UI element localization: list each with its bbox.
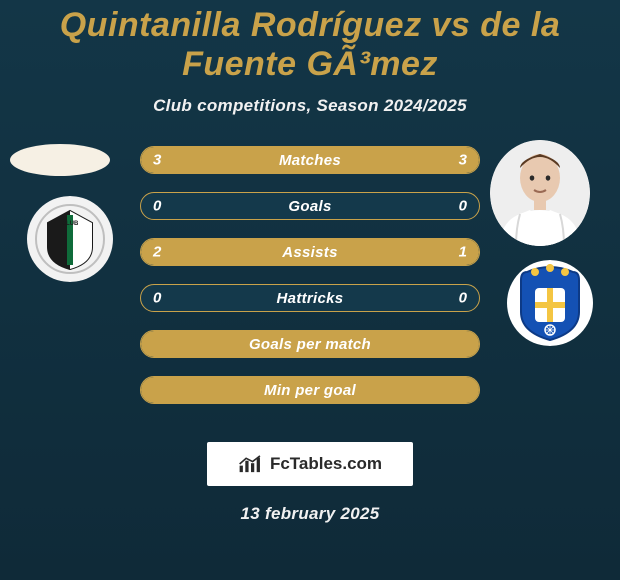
stat-row-goals: 0 Goals 0 <box>140 192 480 220</box>
stat-label: Assists <box>282 244 337 261</box>
stat-left-value: 2 <box>153 244 161 261</box>
stat-row-goals-per-match: Goals per match <box>140 330 480 358</box>
right-player-avatar <box>490 140 590 246</box>
brand-text: FcTables.com <box>270 454 382 474</box>
stat-right-value: 0 <box>459 290 467 307</box>
stat-label: Goals per match <box>249 336 371 353</box>
svg-text:CLUB: CLUB <box>62 221 79 227</box>
left-player-avatar <box>10 144 110 176</box>
stat-row-matches: 3 Matches 3 <box>140 146 480 174</box>
stat-left-value: 3 <box>153 152 161 169</box>
stat-label: Min per goal <box>264 382 356 399</box>
stat-row-assists: 2 Assists 1 <box>140 238 480 266</box>
left-club-crest: CLUB <box>20 196 120 282</box>
stat-label: Goals <box>288 198 331 215</box>
right-club-crest <box>500 260 600 346</box>
stat-right-value: 1 <box>459 244 467 261</box>
stat-row-min-per-goal: Min per goal <box>140 376 480 404</box>
stat-right-value: 0 <box>459 198 467 215</box>
stat-label: Matches <box>279 152 341 169</box>
comparison-title: Quintanilla Rodríguez vs de la Fuente GÃ… <box>0 0 620 84</box>
burgos-crest-icon: CLUB <box>34 203 106 275</box>
brand-badge[interactable]: FcTables.com <box>207 442 413 486</box>
oviedo-crest-icon <box>515 264 585 342</box>
stat-left-value: 0 <box>153 290 161 307</box>
stat-label: Hattricks <box>277 290 344 307</box>
stat-row-hattricks: 0 Hattricks 0 <box>140 284 480 312</box>
stat-rows: 3 Matches 3 0 Goals 0 2 Assists 1 <box>140 146 480 422</box>
stats-area: CLUB <box>0 144 620 424</box>
player-headshot-icon <box>490 140 590 246</box>
date-text: 13 february 2025 <box>0 504 620 524</box>
season-subtitle: Club competitions, Season 2024/2025 <box>0 96 620 116</box>
stat-right-value: 3 <box>459 152 467 169</box>
chart-icon <box>238 454 264 474</box>
stat-left-value: 0 <box>153 198 161 215</box>
